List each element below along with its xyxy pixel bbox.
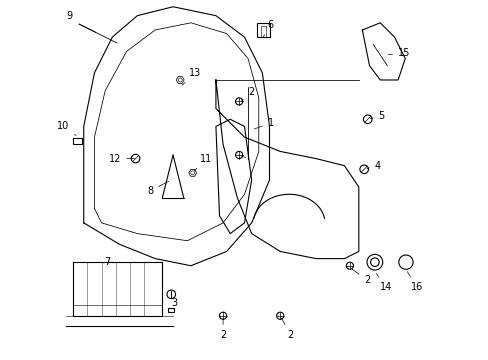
FancyBboxPatch shape [257,23,269,37]
Text: 2: 2 [351,269,370,285]
Text: 1: 1 [254,118,273,129]
Circle shape [346,262,353,269]
Text: 8: 8 [147,181,168,196]
Circle shape [166,290,175,298]
Text: 3: 3 [171,298,178,308]
Text: 4: 4 [366,161,380,171]
FancyBboxPatch shape [73,138,82,144]
Text: 9: 9 [66,11,72,21]
Polygon shape [216,119,251,234]
Text: 2: 2 [281,318,293,340]
Text: 13: 13 [182,68,201,85]
FancyBboxPatch shape [168,308,174,312]
Circle shape [359,165,367,174]
Circle shape [219,312,226,319]
Text: 2: 2 [241,87,254,101]
Circle shape [178,78,182,82]
Polygon shape [176,77,184,84]
Circle shape [276,312,283,319]
Text: 12: 12 [109,154,134,163]
Circle shape [131,154,140,163]
Text: 10: 10 [57,121,76,135]
Text: 2: 2 [220,319,226,340]
Circle shape [235,98,242,105]
Circle shape [235,152,242,158]
Text: 11: 11 [194,154,212,171]
Circle shape [398,255,412,269]
Text: 7: 7 [103,257,110,267]
Polygon shape [188,170,196,176]
Text: 16: 16 [407,272,422,292]
Text: 15: 15 [387,48,409,58]
Text: 14: 14 [376,273,391,292]
Text: 5: 5 [370,111,384,121]
Circle shape [366,254,382,270]
Circle shape [190,171,194,175]
Circle shape [370,258,378,266]
Text: 6: 6 [263,19,273,37]
Circle shape [363,115,371,123]
